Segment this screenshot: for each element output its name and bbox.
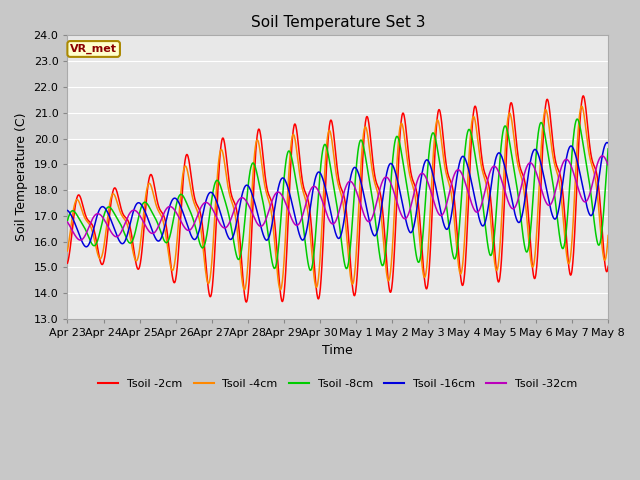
Tsoil -32cm bbox=[540, 195, 548, 201]
Tsoil -32cm bbox=[184, 228, 192, 233]
Tsoil -32cm bbox=[76, 237, 84, 243]
Tsoil -16cm bbox=[184, 225, 192, 230]
Line: Tsoil -32cm: Tsoil -32cm bbox=[67, 156, 608, 240]
Tsoil -4cm bbox=[184, 169, 191, 175]
Tsoil -16cm bbox=[171, 195, 179, 201]
Tsoil -2cm bbox=[63, 260, 71, 266]
Line: Tsoil -16cm: Tsoil -16cm bbox=[67, 143, 608, 247]
Tsoil -2cm bbox=[243, 299, 250, 305]
Tsoil -16cm bbox=[603, 140, 611, 145]
Tsoil -8cm bbox=[604, 146, 612, 152]
Text: VR_met: VR_met bbox=[70, 44, 117, 54]
Tsoil -4cm bbox=[540, 110, 548, 116]
Tsoil -2cm bbox=[184, 153, 191, 158]
Tsoil -2cm bbox=[579, 93, 587, 99]
Tsoil -16cm bbox=[604, 140, 612, 146]
Tsoil -4cm bbox=[276, 287, 284, 293]
Legend: Tsoil -2cm, Tsoil -4cm, Tsoil -8cm, Tsoil -16cm, Tsoil -32cm: Tsoil -2cm, Tsoil -4cm, Tsoil -8cm, Tsoi… bbox=[94, 374, 582, 393]
Tsoil -4cm bbox=[244, 257, 252, 263]
Title: Soil Temperature Set 3: Soil Temperature Set 3 bbox=[250, 15, 425, 30]
Tsoil -32cm bbox=[171, 207, 179, 213]
Tsoil -2cm bbox=[171, 280, 179, 286]
Tsoil -2cm bbox=[540, 118, 548, 123]
Tsoil -4cm bbox=[578, 103, 586, 109]
Tsoil -4cm bbox=[63, 248, 71, 254]
Tsoil -32cm bbox=[598, 153, 606, 159]
Line: Tsoil -8cm: Tsoil -8cm bbox=[67, 119, 608, 270]
Tsoil -16cm bbox=[540, 175, 548, 181]
Tsoil -8cm bbox=[540, 129, 548, 134]
Line: Tsoil -2cm: Tsoil -2cm bbox=[67, 96, 608, 302]
Tsoil -8cm bbox=[63, 218, 71, 224]
Tsoil -8cm bbox=[184, 203, 191, 208]
Tsoil -32cm bbox=[63, 219, 71, 225]
Tsoil -4cm bbox=[422, 271, 429, 276]
Tsoil -32cm bbox=[493, 165, 500, 171]
Tsoil -32cm bbox=[604, 162, 612, 168]
Tsoil -16cm bbox=[63, 208, 71, 214]
Tsoil -8cm bbox=[307, 267, 314, 273]
Tsoil -8cm bbox=[422, 191, 429, 197]
Tsoil -16cm bbox=[244, 183, 252, 189]
Tsoil -4cm bbox=[171, 261, 179, 267]
Line: Tsoil -4cm: Tsoil -4cm bbox=[67, 106, 608, 290]
Tsoil -32cm bbox=[244, 202, 252, 208]
Tsoil -32cm bbox=[422, 175, 429, 180]
Y-axis label: Soil Temperature (C): Soil Temperature (C) bbox=[15, 113, 28, 241]
Tsoil -16cm bbox=[493, 153, 500, 159]
Tsoil -2cm bbox=[493, 269, 500, 275]
Tsoil -8cm bbox=[171, 210, 179, 216]
Tsoil -4cm bbox=[604, 233, 612, 239]
Tsoil -8cm bbox=[573, 116, 581, 122]
Tsoil -2cm bbox=[244, 286, 252, 292]
Tsoil -8cm bbox=[244, 182, 252, 188]
X-axis label: Time: Time bbox=[323, 344, 353, 357]
Tsoil -4cm bbox=[493, 268, 500, 274]
Tsoil -2cm bbox=[422, 285, 429, 291]
Tsoil -16cm bbox=[83, 244, 90, 250]
Tsoil -2cm bbox=[604, 264, 612, 269]
Tsoil -16cm bbox=[422, 157, 429, 163]
Tsoil -8cm bbox=[493, 205, 500, 211]
